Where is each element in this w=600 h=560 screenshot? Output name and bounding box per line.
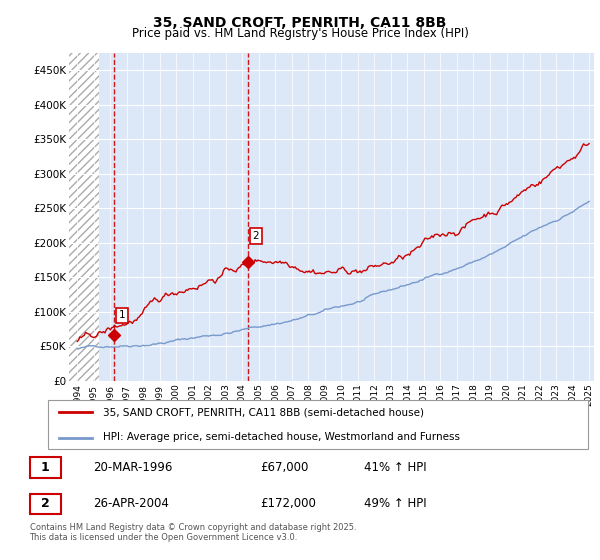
Text: 20-MAR-1996: 20-MAR-1996 (93, 461, 172, 474)
FancyBboxPatch shape (47, 400, 589, 449)
Text: Price paid vs. HM Land Registry's House Price Index (HPI): Price paid vs. HM Land Registry's House … (131, 27, 469, 40)
Text: 41% ↑ HPI: 41% ↑ HPI (364, 461, 426, 474)
Text: 1: 1 (119, 310, 125, 320)
Text: 35, SAND CROFT, PENRITH, CA11 8BB (semi-detached house): 35, SAND CROFT, PENRITH, CA11 8BB (semi-… (103, 408, 424, 418)
Text: Contains HM Land Registry data © Crown copyright and database right 2025.
This d: Contains HM Land Registry data © Crown c… (29, 523, 356, 542)
Text: £172,000: £172,000 (260, 497, 316, 510)
Text: 35, SAND CROFT, PENRITH, CA11 8BB: 35, SAND CROFT, PENRITH, CA11 8BB (154, 16, 446, 30)
FancyBboxPatch shape (29, 458, 61, 478)
Text: £67,000: £67,000 (260, 461, 308, 474)
FancyBboxPatch shape (29, 493, 61, 514)
Text: 2: 2 (253, 231, 259, 241)
Bar (69, 53, 99, 381)
Text: 26-APR-2004: 26-APR-2004 (93, 497, 169, 510)
Text: 1: 1 (41, 461, 49, 474)
Text: 49% ↑ HPI: 49% ↑ HPI (364, 497, 426, 510)
Text: 2: 2 (41, 497, 49, 510)
Text: HPI: Average price, semi-detached house, Westmorland and Furness: HPI: Average price, semi-detached house,… (103, 432, 460, 442)
